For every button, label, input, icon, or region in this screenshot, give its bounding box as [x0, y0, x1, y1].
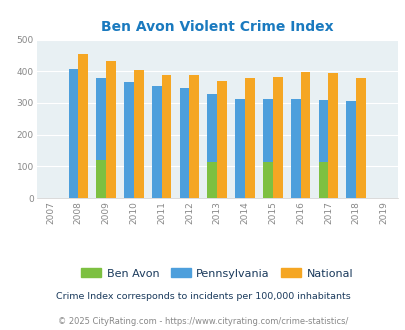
Bar	[151, 86, 161, 198]
Bar	[179, 88, 189, 198]
Bar	[207, 94, 217, 198]
Bar	[106, 61, 115, 198]
Legend: Ben Avon, Pennsylvania, National: Ben Avon, Pennsylvania, National	[77, 264, 357, 283]
Bar	[124, 82, 134, 198]
Bar	[345, 101, 355, 198]
Bar	[134, 70, 143, 198]
Bar	[244, 78, 254, 198]
Title: Ben Avon Violent Crime Index: Ben Avon Violent Crime Index	[101, 20, 333, 34]
Bar	[272, 77, 282, 198]
Bar	[96, 78, 106, 198]
Text: Crime Index corresponds to incidents per 100,000 inhabitants: Crime Index corresponds to incidents per…	[55, 292, 350, 301]
Text: © 2025 CityRating.com - https://www.cityrating.com/crime-statistics/: © 2025 CityRating.com - https://www.city…	[58, 317, 347, 326]
Bar	[328, 74, 337, 198]
Bar	[96, 160, 106, 198]
Bar	[235, 99, 244, 198]
Bar	[355, 78, 365, 198]
Bar	[217, 82, 226, 198]
Bar	[262, 162, 272, 198]
Bar	[207, 162, 217, 198]
Bar	[318, 162, 328, 198]
Bar	[68, 69, 78, 198]
Bar	[290, 99, 300, 198]
Bar	[78, 54, 88, 198]
Bar	[189, 75, 198, 198]
Bar	[262, 99, 272, 198]
Bar	[161, 75, 171, 198]
Bar	[318, 100, 328, 198]
Bar	[300, 72, 309, 198]
